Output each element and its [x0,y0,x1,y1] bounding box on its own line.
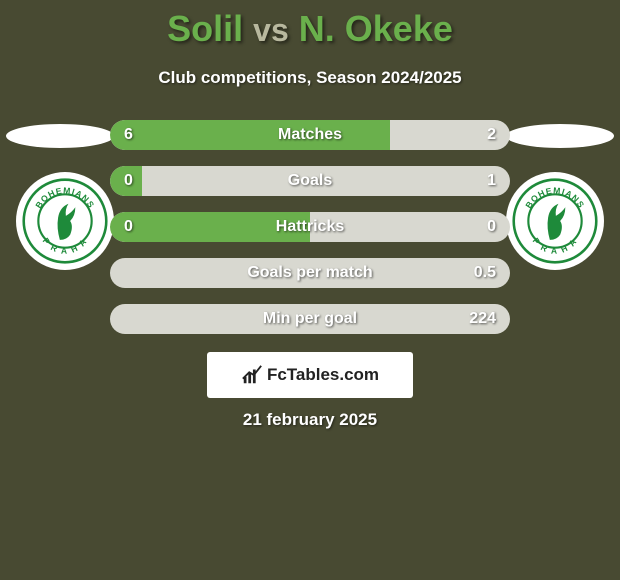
comparison-title: Solil vs N. Okeke [0,0,620,50]
watermark-text: FcTables.com [267,365,379,385]
player2-placeholder [506,124,614,148]
bohemians-logo-icon: BOHEMIANS P R A H A [22,178,108,264]
player1-placeholder [6,124,114,148]
bar-label: Goals per match [247,264,372,282]
watermark: FcTables.com [207,352,413,398]
subtitle: Club competitions, Season 2024/2025 [0,68,620,88]
bar-val-right: 0 [487,218,496,236]
bar-row-min-per-goal: Min per goal 224 [110,304,510,334]
club-logo-right: BOHEMIANS P R A H A [506,172,604,270]
bar-fill-left [110,120,390,150]
chart-icon [241,364,263,386]
bar-row-matches: 6 Matches 2 [110,120,510,150]
club-logo-left: BOHEMIANS P R A H A [16,172,114,270]
bar-row-goals: 0 Goals 1 [110,166,510,196]
bar-row-goals-per-match: Goals per match 0.5 [110,258,510,288]
bar-label: Hattricks [276,218,344,236]
bar-label: Goals [288,172,332,190]
date-text: 21 february 2025 [0,410,620,430]
bar-val-left: 6 [124,126,133,144]
vs-text: vs [253,12,289,48]
bohemians-logo-icon: BOHEMIANS P R A H A [512,178,598,264]
bar-val-right: 224 [469,310,496,328]
player1-name: Solil [167,8,243,49]
bar-label: Min per goal [263,310,357,328]
bar-val-right: 2 [487,126,496,144]
bar-val-left: 0 [124,172,133,190]
bar-val-right: 1 [487,172,496,190]
player2-name: N. Okeke [299,8,453,49]
bar-val-left: 0 [124,218,133,236]
comparison-bars: 6 Matches 2 0 Goals 1 0 Hattricks 0 Goal… [110,120,510,350]
bar-val-right: 0.5 [474,264,496,282]
bar-label: Matches [278,126,342,144]
bar-row-hattricks: 0 Hattricks 0 [110,212,510,242]
